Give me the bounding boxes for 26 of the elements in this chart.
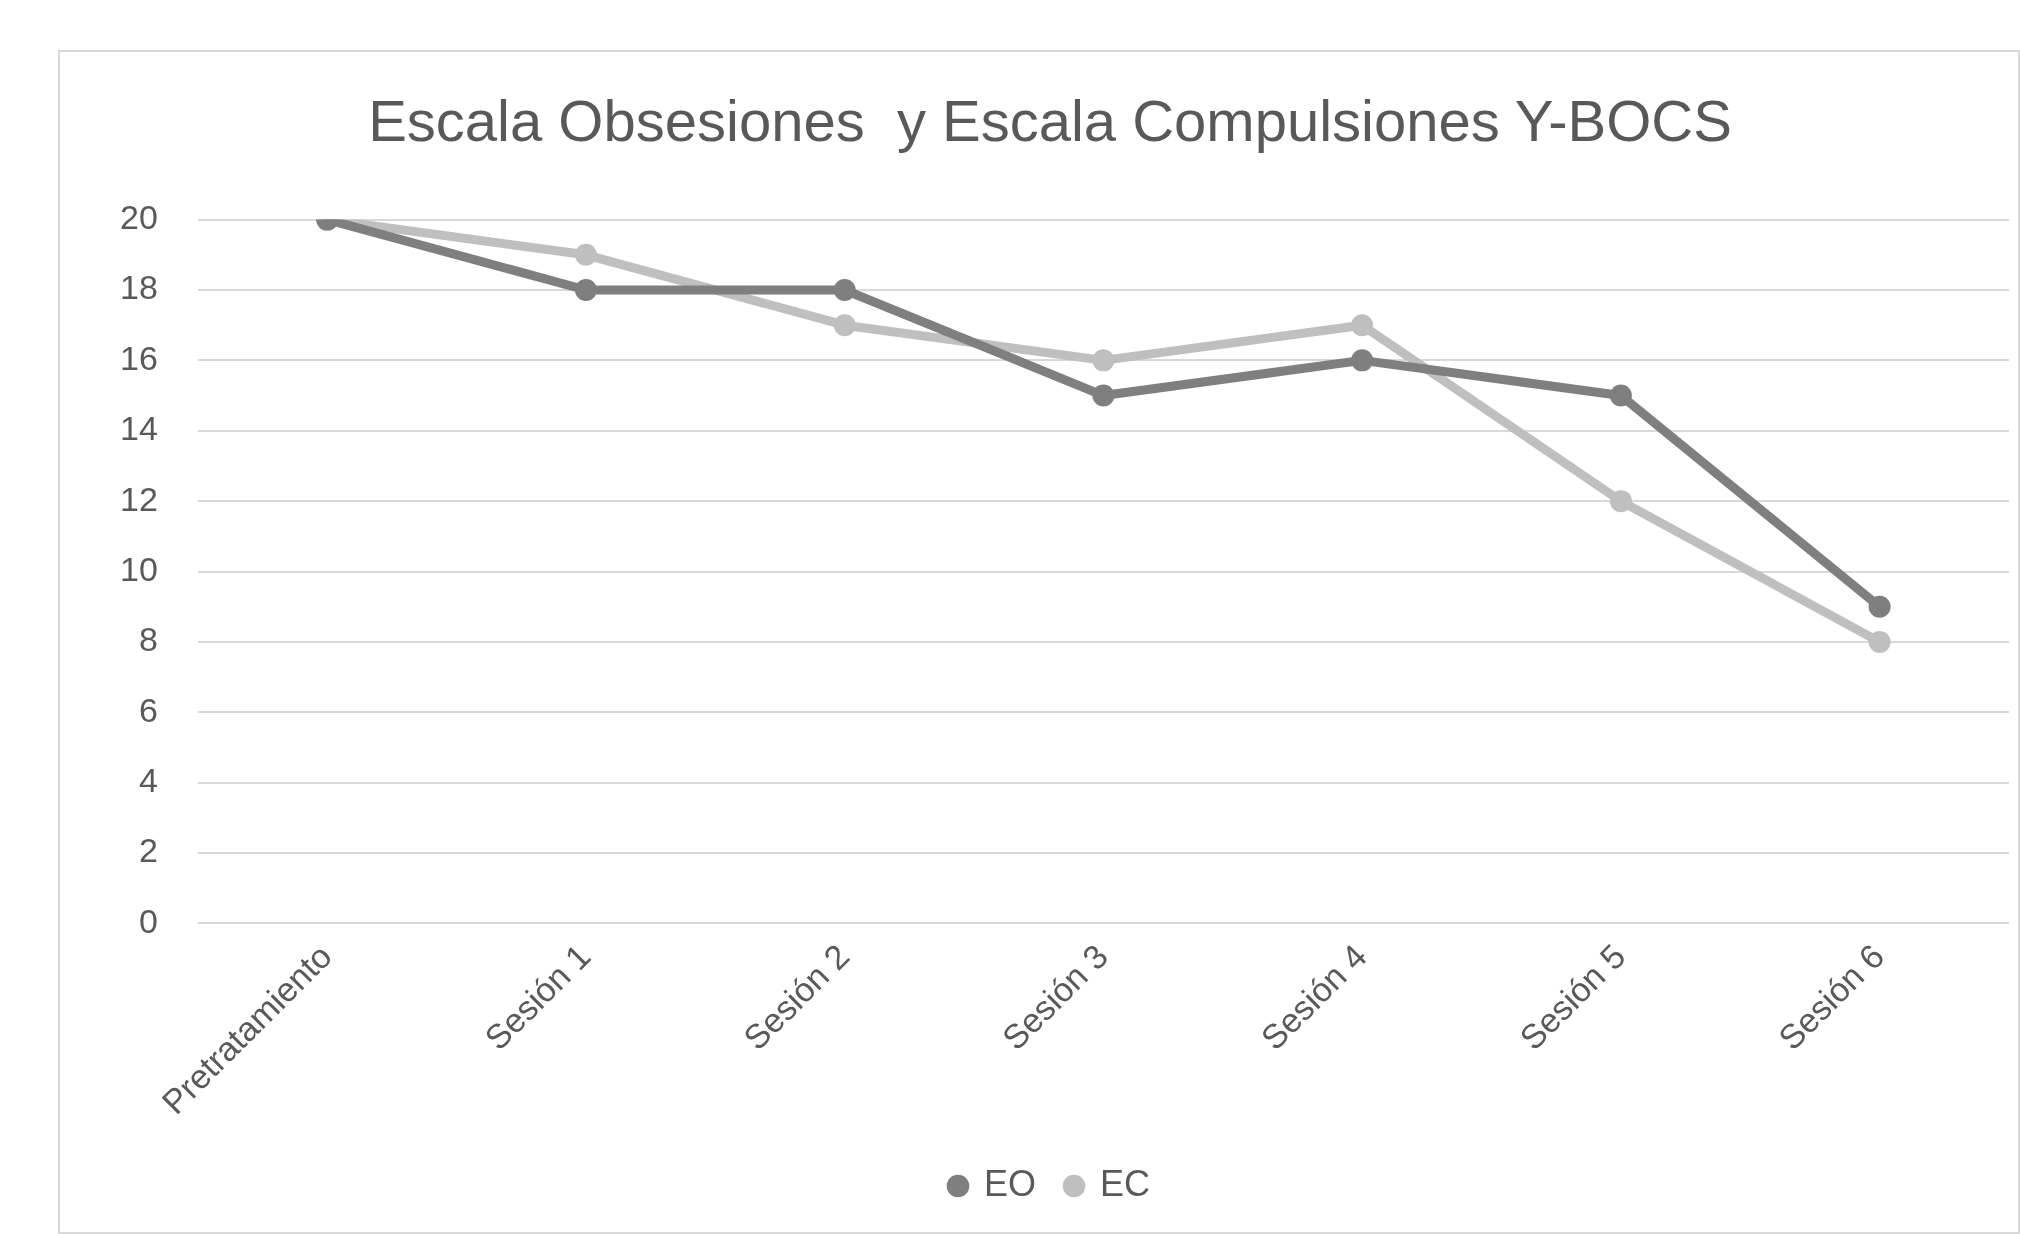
y-tick-label: 18 bbox=[119, 268, 158, 307]
point bbox=[1092, 384, 1115, 407]
y-tick-label: 20 bbox=[119, 197, 158, 236]
point bbox=[574, 243, 597, 266]
point bbox=[1609, 490, 1632, 513]
y-tick-label: 6 bbox=[138, 690, 158, 729]
y-tick-label: 4 bbox=[138, 761, 158, 800]
chart-title: Escala Obsesiones y Escala Compulsiones Y-BOCS bbox=[368, 87, 1732, 153]
point bbox=[1868, 630, 1891, 653]
point bbox=[833, 278, 856, 301]
y-tick-label: 12 bbox=[119, 479, 158, 518]
y-tick-label: 16 bbox=[119, 338, 158, 377]
point bbox=[833, 314, 856, 337]
y-tick-label: 10 bbox=[119, 549, 158, 588]
y-tick-label: 14 bbox=[119, 409, 158, 448]
point bbox=[1092, 349, 1115, 372]
point bbox=[1868, 595, 1891, 618]
y-tick-label: 2 bbox=[138, 831, 158, 870]
legend-label: EC bbox=[1100, 1162, 1151, 1204]
point bbox=[1351, 314, 1374, 337]
point bbox=[1609, 384, 1632, 407]
y-tick-label: 0 bbox=[138, 901, 158, 940]
legend-label: EO bbox=[983, 1162, 1036, 1204]
point bbox=[574, 278, 597, 301]
point bbox=[1351, 349, 1374, 372]
y-tick-label: 8 bbox=[138, 620, 158, 659]
